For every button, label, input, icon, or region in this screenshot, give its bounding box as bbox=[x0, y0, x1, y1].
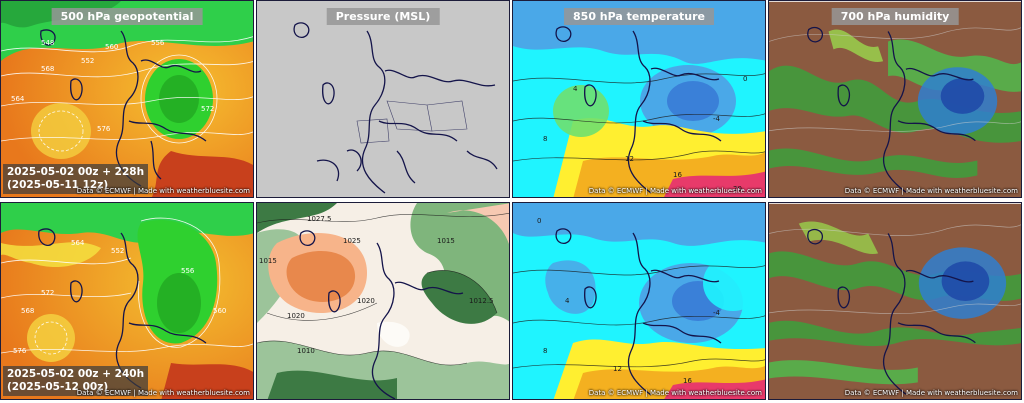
isobar-label: 1025 bbox=[343, 237, 361, 245]
panel-temperature-240h[interactable]: 0 4 8 -4 12 16 Data © ECMWF | Made with … bbox=[512, 202, 766, 400]
contour-label: 552 bbox=[81, 57, 94, 65]
panel-pressure-228h[interactable]: Pressure (MSL) bbox=[256, 0, 510, 198]
humidity-map bbox=[769, 1, 1021, 197]
pressure-map: 1015 1027.5 1025 1020 1020 1015 1012.5 1… bbox=[257, 203, 509, 399]
temperature-map: 4 0 8 -4 12 16 20 bbox=[513, 1, 765, 197]
isotherm-label: 16 bbox=[673, 171, 682, 179]
panel-temperature-228h[interactable]: 4 0 8 -4 12 16 20 850 hPa temperature Da… bbox=[512, 0, 766, 198]
isotherm-label: 12 bbox=[613, 365, 622, 373]
data-credit: Data © ECMWF | Made with weatherbluesite… bbox=[588, 389, 762, 397]
contour-label: 576 bbox=[13, 347, 27, 355]
panel-geopotential-228h[interactable]: 548 552 560 556 564 568 572 576 500 hPa … bbox=[0, 0, 254, 198]
run-info: 2025-05-02 00z + 240h (2025-05-12 00z) bbox=[3, 366, 149, 396]
data-credit: Data © ECMWF | Made with weatherbluesite… bbox=[844, 187, 1018, 195]
isotherm-label: 16 bbox=[683, 377, 692, 385]
run-valid-time: (2025-05-11 12z) bbox=[7, 179, 109, 191]
isobar-label: 1027.5 bbox=[307, 215, 332, 223]
pressure-map bbox=[257, 1, 509, 197]
contour-label: 576 bbox=[97, 125, 111, 133]
run-forecast: 2025-05-02 00z + 228h bbox=[7, 166, 145, 178]
contour-label: 564 bbox=[11, 95, 25, 103]
isobar-label: 1020 bbox=[287, 312, 305, 320]
contour-label: 548 bbox=[41, 39, 54, 47]
panel-title: 500 hPa geopotential bbox=[51, 8, 203, 25]
isobar-label: 1020 bbox=[357, 297, 375, 305]
contour-label: 572 bbox=[41, 289, 54, 297]
panel-humidity-228h[interactable]: 700 hPa humidity Data © ECMWF | Made wit… bbox=[768, 0, 1022, 198]
panel-title: 700 hPa humidity bbox=[831, 8, 959, 25]
isobar-label: 1015 bbox=[437, 237, 455, 245]
panel-geopotential-240h[interactable]: 564 552 556 568 560 572 576 2025-05-02 0… bbox=[0, 202, 254, 400]
contour-label: 568 bbox=[41, 65, 54, 73]
run-forecast: 2025-05-02 00z + 240h bbox=[7, 368, 145, 380]
isotherm-label: -4 bbox=[713, 309, 721, 317]
humidity-map bbox=[769, 203, 1021, 399]
isotherm-label: 4 bbox=[565, 297, 570, 305]
isobar-label: 1012.5 bbox=[469, 297, 494, 305]
contour-label: 556 bbox=[181, 267, 195, 275]
isotherm-label: -4 bbox=[713, 115, 721, 123]
isotherm-label: 20 bbox=[733, 185, 742, 193]
data-credit: Data © ECMWF | Made with weatherbluesite… bbox=[588, 187, 762, 195]
run-valid-time: (2025-05-12 00z) bbox=[7, 381, 109, 393]
contour-label: 560 bbox=[105, 43, 118, 51]
contour-label: 564 bbox=[71, 239, 85, 247]
temperature-map: 0 4 8 -4 12 16 bbox=[513, 203, 765, 399]
data-credit: Data © ECMWF | Made with weatherbluesite… bbox=[76, 389, 250, 397]
panel-title: Pressure (MSL) bbox=[326, 8, 440, 25]
contour-label: 568 bbox=[21, 307, 34, 315]
run-info: 2025-05-02 00z + 228h (2025-05-11 12z) bbox=[3, 164, 149, 194]
panel-pressure-240h[interactable]: 1015 1027.5 1025 1020 1020 1015 1012.5 1… bbox=[256, 202, 510, 400]
contour-label: 556 bbox=[151, 39, 165, 47]
data-credit: Data © ECMWF | Made with weatherbluesite… bbox=[844, 389, 1018, 397]
data-credit: Data © ECMWF | Made with weatherbluesite… bbox=[76, 187, 250, 195]
isotherm-label: 0 bbox=[743, 75, 747, 83]
isotherm-label: 0 bbox=[537, 217, 541, 225]
panel-humidity-240h[interactable]: Data © ECMWF | Made with weatherbluesite… bbox=[768, 202, 1022, 400]
isotherm-label: 8 bbox=[543, 135, 547, 143]
contour-label: 560 bbox=[213, 307, 226, 315]
contour-label: 552 bbox=[111, 247, 124, 255]
isobar-label: 1015 bbox=[259, 257, 277, 265]
contour-label: 572 bbox=[201, 105, 214, 113]
panel-title: 850 hPa temperature bbox=[564, 8, 714, 25]
isobar-label: 1010 bbox=[297, 347, 315, 355]
isotherm-label: 12 bbox=[625, 155, 634, 163]
isotherm-label: 8 bbox=[543, 347, 547, 355]
isotherm-label: 4 bbox=[573, 85, 578, 93]
